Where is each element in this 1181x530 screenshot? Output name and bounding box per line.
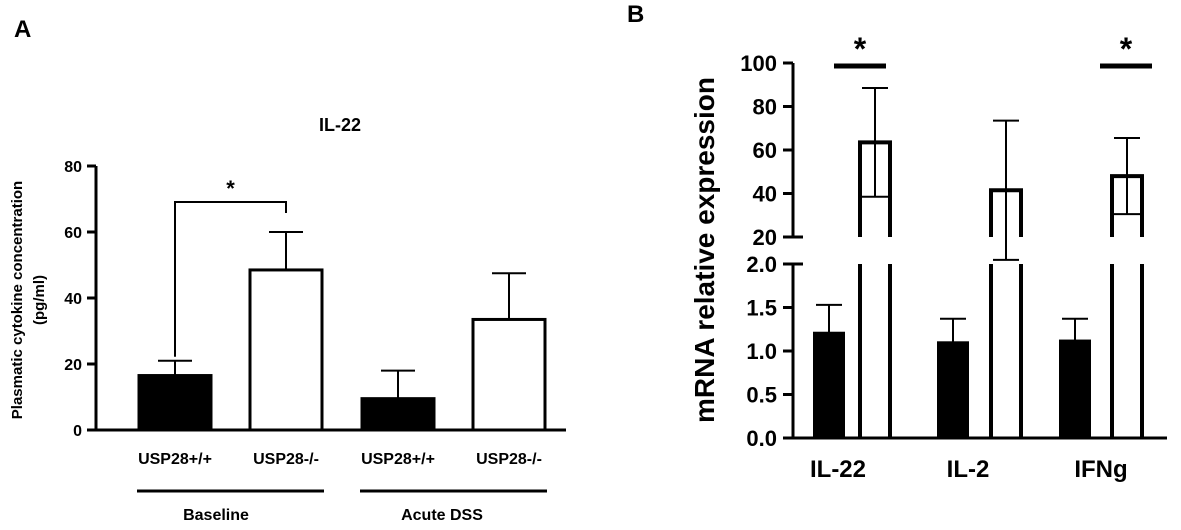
panel-b-y-tick-label-upper: 60 [753, 138, 777, 163]
panel-a-bar [248, 268, 324, 432]
panel-b-letter: B [627, 1, 644, 28]
panel-b-ylabel: mRNA relative expression [689, 77, 720, 423]
panel-a-significance-bracket [174, 201, 287, 357]
panel-b-y-tick-label-upper: 100 [740, 51, 777, 76]
panel-a-letter: A [14, 16, 31, 43]
panel-a-bar [137, 374, 213, 432]
panel-b-bar-white-lower [1110, 264, 1144, 438]
panel-b-y-tick-label-lower: 2.0 [746, 252, 777, 277]
chart-b: 0.0 0.5 1.0 1.5 2.020 40 60 80 100 IL-22 IL-2 IFNg *… [740, 31, 1167, 483]
panel-b-y-tick-label-upper: 40 [753, 182, 777, 207]
panel-b-bar-white-upper [858, 140, 892, 237]
panel-a-ylabel-line1: Plasmatic cytokine concentration [9, 181, 26, 419]
chart-a: 0 20 40 60 80 USP28+/+ USP28-/- USP28+/+ USP28-/… [64, 159, 566, 493]
panel-a-y-tick-label: 0 [73, 423, 82, 440]
panel-a-y-tick-label: 80 [64, 159, 82, 176]
panel-a-ylabel-line2: (pg/ml) [31, 275, 48, 325]
panel-a-bar [360, 397, 436, 432]
panel-a-title: IL-22 [319, 115, 361, 135]
panel-b-bar-black [1059, 339, 1091, 439]
panel-b-bar-black [813, 331, 845, 440]
panel-b-bar-white-upper [1110, 174, 1144, 237]
panel-a-y-tick-label: 60 [64, 225, 82, 242]
panel-b-bar-white-upper [989, 188, 1023, 237]
panel-a-significance-star: * [226, 176, 235, 201]
panel-a-x-tick-label: USP28-/- [253, 451, 319, 468]
panel-b-bar-white-lower [858, 264, 892, 438]
panel-b-y-tick-label-lower: 0.5 [746, 383, 777, 408]
panel-a-group-label-baseline: Baseline [183, 507, 249, 524]
panel-a-group-label-acute-dss: Acute DSS [401, 507, 483, 524]
panel-a-x-tick-label: USP28+/+ [138, 451, 212, 468]
panel-b-significance-star: * [1120, 31, 1133, 67]
panel-a-x-tick-label: USP28-/- [476, 451, 542, 468]
panel-b-y-tick-label-upper: 20 [753, 225, 777, 250]
panel-b-y-tick-label-lower: 1.5 [746, 296, 777, 321]
panel-b-x-tick-label: IFNg [1074, 456, 1127, 483]
panel-a-bar [471, 317, 547, 432]
panel-b-significance-star: * [854, 31, 867, 67]
panel-b-x-tick-label: IL-22 [810, 456, 866, 483]
panel-b-y-tick-label-lower: 1.0 [746, 339, 777, 364]
panel-b-x-tick-label: IL-2 [947, 456, 990, 483]
panel-b-y-tick-label-upper: 80 [753, 95, 777, 120]
panel-b-y-tick-label-lower: 0.0 [746, 426, 777, 451]
panel-a-x-tick-label: USP28+/+ [361, 451, 435, 468]
panel-a-y-tick-label: 20 [64, 357, 82, 374]
panel-a-y-tick-label: 40 [64, 291, 82, 308]
panel-b-bar-white-lower [989, 264, 1023, 438]
panel-b-bar-black [937, 341, 969, 439]
